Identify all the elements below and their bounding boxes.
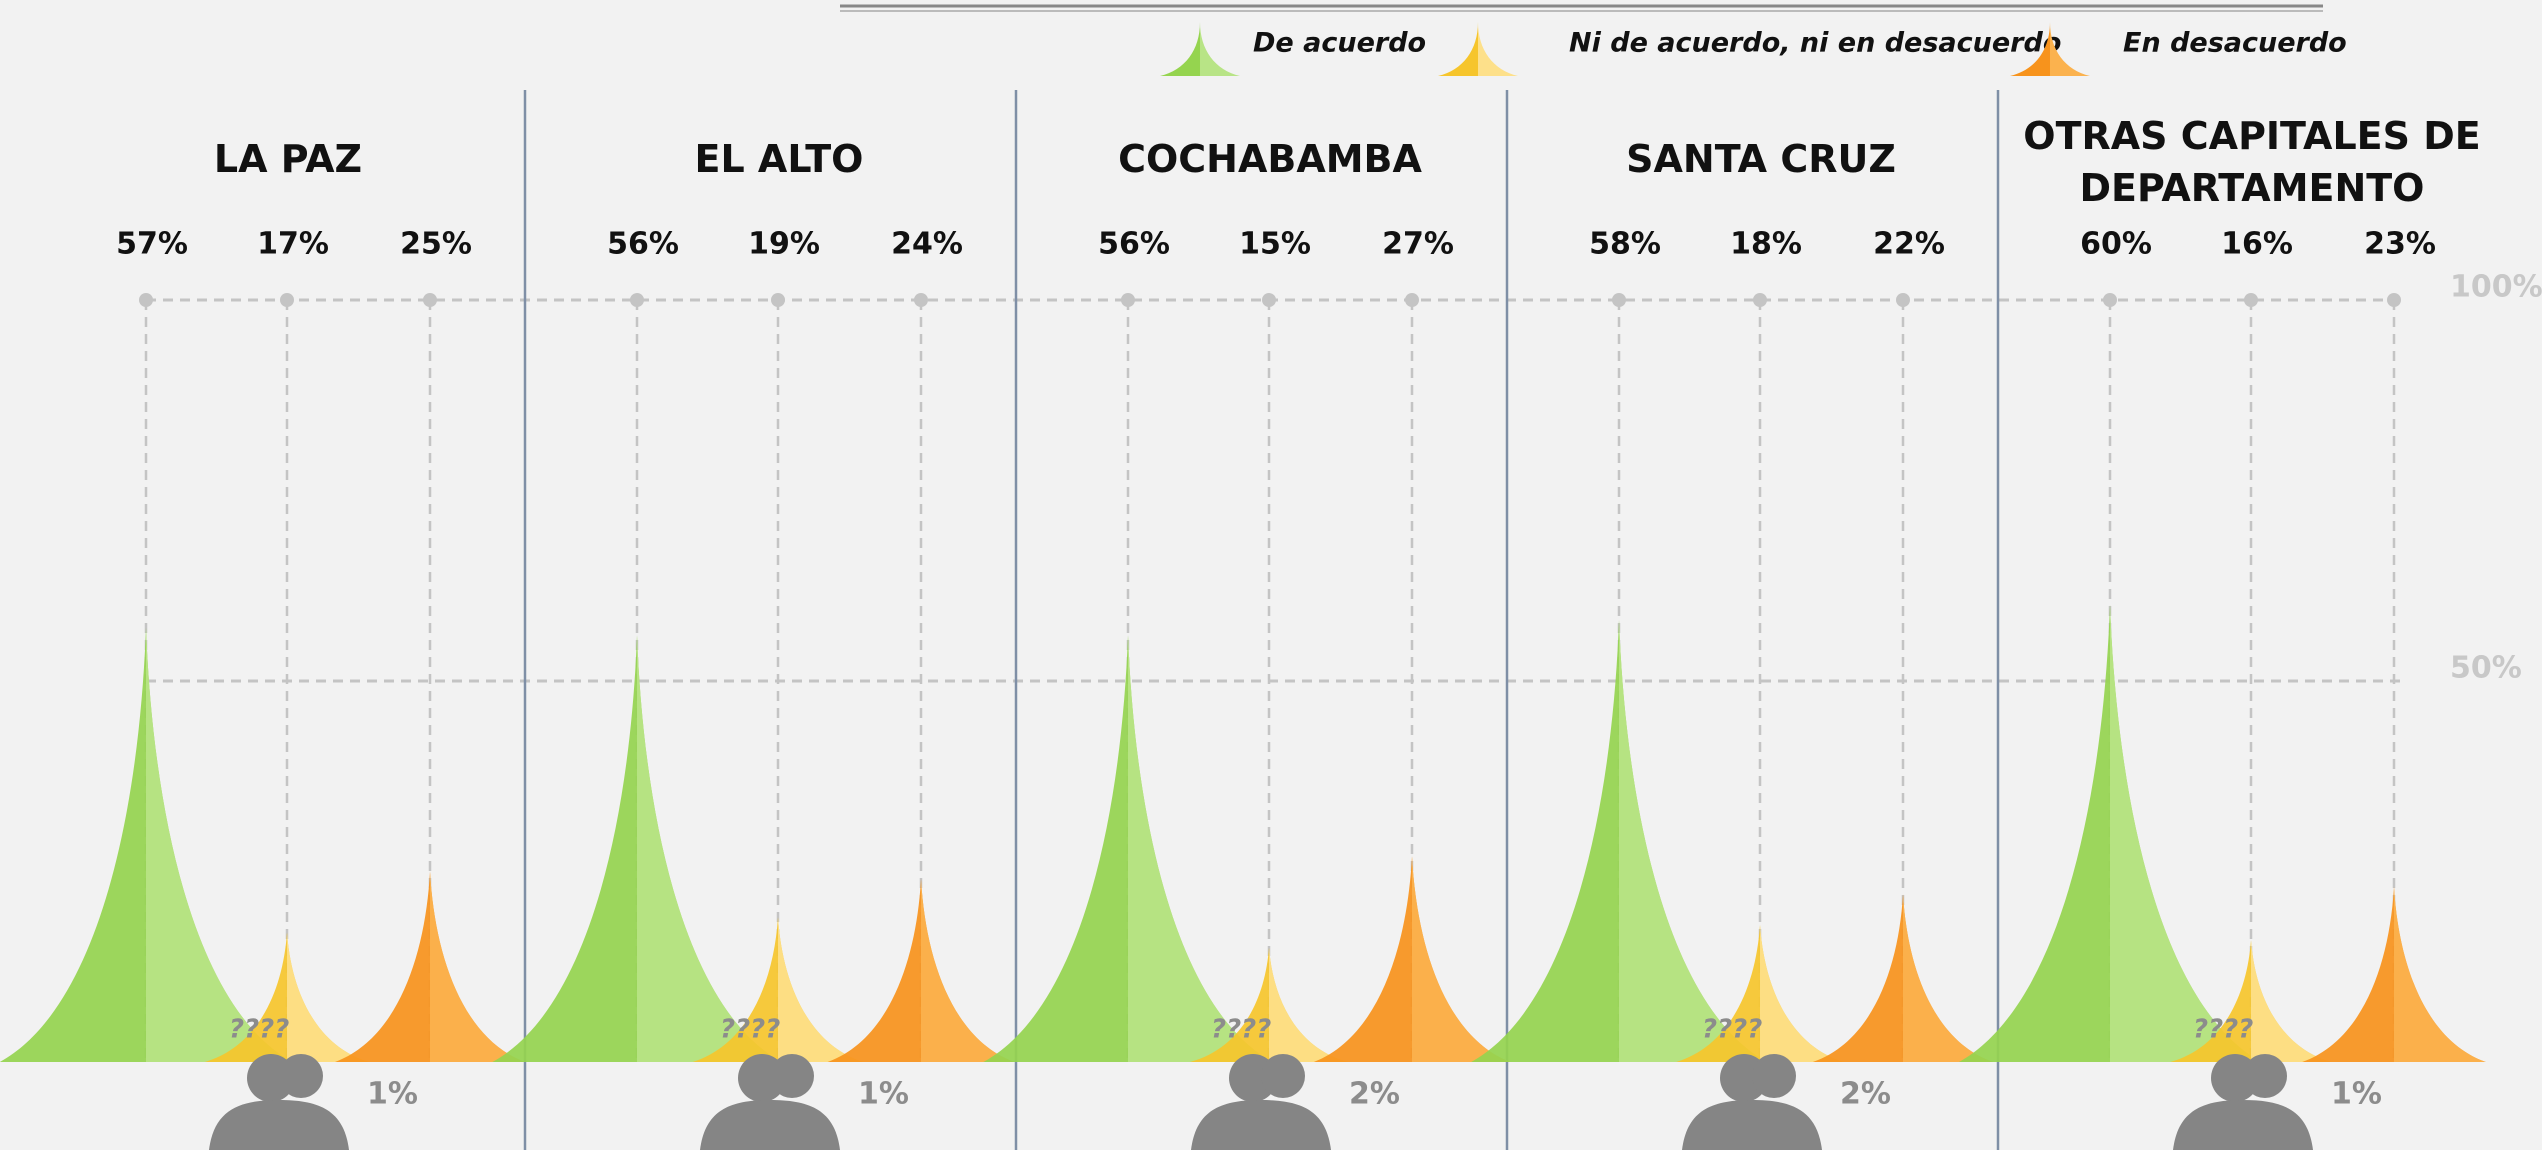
- icon-head: [2243, 1054, 2287, 1098]
- spike-highlight: [1760, 924, 1844, 1062]
- guide-dot: [423, 293, 437, 307]
- spike-highlight: [287, 932, 370, 1062]
- guide-dot: [1753, 293, 1767, 307]
- icon-head: [770, 1054, 814, 1098]
- unknown-marks: ????: [1702, 1015, 1762, 1045]
- extra-label: 1%: [2331, 1077, 2382, 1112]
- icon-head: [279, 1054, 323, 1098]
- city-title: EL ALTO: [694, 137, 864, 181]
- y-tick-label: 50%: [2450, 651, 2522, 686]
- value-label: 58%: [1589, 227, 1661, 262]
- legend-label: De acuerdo: [1253, 28, 1426, 59]
- legend-swatch: [1160, 22, 1200, 76]
- unknown-icon: [700, 1054, 840, 1150]
- value-label: 56%: [607, 227, 679, 262]
- legend-swatch: [1200, 22, 1240, 76]
- icon-body: [209, 1100, 349, 1150]
- legend-swatch: [2010, 22, 2050, 76]
- legend-label: Ni de acuerdo, ni en desacuerdo: [1569, 28, 2061, 59]
- guide-dot: [1262, 293, 1276, 307]
- unknown-icon: [209, 1054, 349, 1150]
- extra-label: 1%: [367, 1077, 418, 1112]
- icon-head: [1752, 1054, 1796, 1098]
- value-label: 16%: [2221, 227, 2293, 262]
- spike-highlight: [921, 879, 1015, 1062]
- spike-highlight: [2251, 940, 2332, 1062]
- extra-label: 2%: [1349, 1077, 1400, 1112]
- value-label: 22%: [1873, 227, 1945, 262]
- value-label: 15%: [1239, 227, 1311, 262]
- value-label: 18%: [1730, 227, 1802, 262]
- spike-highlight: [1269, 947, 1348, 1062]
- city-title: SANTA CRUZ: [1626, 137, 1896, 181]
- icon-head: [1261, 1054, 1305, 1098]
- spike-highlight: [1128, 635, 1273, 1062]
- guide-dot: [1121, 293, 1135, 307]
- spike-highlight: [778, 917, 864, 1062]
- unknown-marks: ????: [1211, 1015, 1271, 1045]
- spike-highlight: [1619, 620, 1767, 1062]
- guide-dot: [139, 293, 153, 307]
- value-label: 57%: [116, 227, 188, 262]
- value-label: 19%: [748, 227, 820, 262]
- value-label: 23%: [2364, 227, 2436, 262]
- guide-dot: [2387, 293, 2401, 307]
- legend-swatch: [2050, 22, 2090, 76]
- value-label: 24%: [891, 227, 963, 262]
- icon-body: [1682, 1100, 1822, 1150]
- city-title: LA PAZ: [213, 137, 363, 181]
- icon-body: [1191, 1100, 1331, 1150]
- guide-dot: [1405, 293, 1419, 307]
- legend-swatch: [1438, 22, 1478, 76]
- guide-dot: [630, 293, 644, 307]
- value-label: 17%: [257, 227, 329, 262]
- value-label: 25%: [400, 227, 472, 262]
- legend-label: En desacuerdo: [2123, 28, 2347, 59]
- unknown-icon: [1682, 1054, 1822, 1150]
- y-tick-label: 100%: [2450, 270, 2542, 305]
- value-label: 60%: [2080, 227, 2152, 262]
- unknown-icon: [2173, 1054, 2313, 1150]
- guide-dot: [280, 293, 294, 307]
- guide-dot: [1612, 293, 1626, 307]
- spike-highlight: [2394, 886, 2486, 1062]
- city-title: COCHABAMBA: [1118, 137, 1422, 181]
- extra-label: 1%: [858, 1077, 909, 1112]
- unknown-marks: ????: [720, 1015, 780, 1045]
- guide-dot: [1896, 293, 1910, 307]
- unknown-marks: ????: [229, 1015, 289, 1045]
- guide-dot: [771, 293, 785, 307]
- legend-swatch: [1478, 22, 1518, 76]
- spike-highlight: [637, 635, 782, 1062]
- extra-label: 2%: [1840, 1077, 1891, 1112]
- guide-dot: [2244, 293, 2258, 307]
- spike-highlight: [2110, 604, 2261, 1062]
- spike-highlight: [1412, 856, 1511, 1062]
- unknown-icon: [1191, 1054, 1331, 1150]
- value-label: 27%: [1382, 227, 1454, 262]
- icon-body: [700, 1100, 840, 1150]
- spike-highlight: [1903, 894, 1994, 1062]
- value-label: 56%: [1098, 227, 1170, 262]
- unknown-marks: ????: [2193, 1015, 2253, 1045]
- guide-dot: [914, 293, 928, 307]
- icon-body: [2173, 1100, 2313, 1150]
- guide-dot: [2103, 293, 2117, 307]
- city-title: OTRAS CAPITALES DE DEPARTAMENTO: [2023, 114, 2481, 210]
- spike-highlight: [146, 627, 293, 1062]
- spike-highlight: [430, 871, 525, 1062]
